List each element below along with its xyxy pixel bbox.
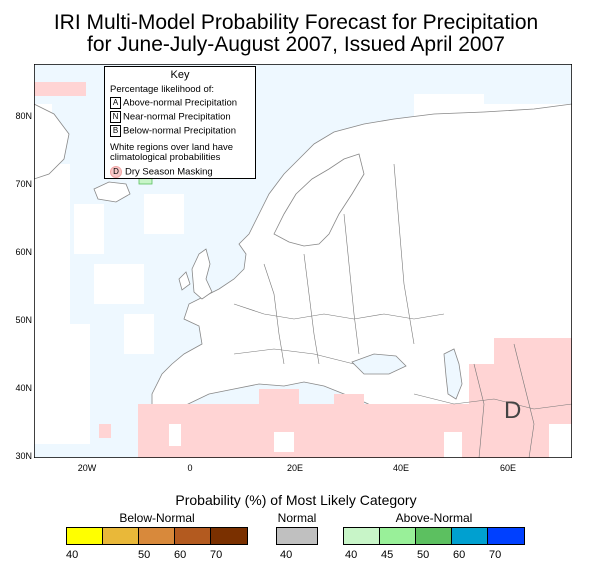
key-label-below: Below-normal Precipitation [123,125,236,137]
key-item-near: N Near-normal Precipitation [110,111,231,123]
greenland-edge [34,103,70,180]
legend-above-label: Above-Normal [395,511,473,525]
tick-above-45: 45 [381,549,394,561]
key-note-line-2: climatological probabilities [110,152,221,163]
map-title-line-2: for June-July-August 2007, Issued April … [87,33,505,56]
swatch-below-70 [211,528,247,544]
swatch-below-45 [103,528,139,544]
legend-below-label: Below-Normal [119,511,195,525]
lat-label-80n: 80N [15,111,32,121]
legend-above-swatches [343,527,525,545]
key-title: Key [170,69,190,81]
swatch-below-50 [139,528,175,544]
lon-label-20w: 20W [77,463,97,473]
lat-label-50n: 50N [15,315,32,325]
map-title-line-1: IRI Multi-Model Probability Forecast for… [53,11,539,34]
swatch-above-60 [452,528,488,544]
swatch-above-70 [488,528,524,544]
swatch-below-40 [67,528,103,544]
tick-above-60: 60 [453,549,466,561]
key-item-below: B Below-normal Precipitation [110,125,236,137]
tick-below-40: 40 [66,549,79,561]
caspian-sea [443,348,463,400]
swatch-above-40 [344,528,380,544]
black-sea [351,353,407,375]
key-label-dry: Dry Season Masking [125,166,213,178]
key-note-line-1: White regions over land have [110,142,234,153]
tick-normal-40: 40 [280,549,293,561]
lat-label-40n: 40N [15,383,32,393]
swatch-below-60 [175,528,211,544]
tick-above-40: 40 [345,549,358,561]
lon-label-60e: 60E [499,463,516,473]
tick-below-50: 50 [138,549,151,561]
legend-normal-swatches [276,527,318,545]
swatch-above-45 [380,528,416,544]
lon-label-40e: 40E [392,463,409,473]
swatch-normal-40 [277,528,317,544]
key-code-d: D [110,166,122,178]
dry-season-marker: D [504,397,521,424]
mask-gaps [169,424,572,458]
lon-label-0: 0 [187,463,193,473]
key-item-dry: D Dry Season Masking [110,166,213,178]
scandinavia [273,153,365,247]
key-code-b: B [110,125,121,137]
legend-title: Probability (%) of Most Likely Category [175,492,417,508]
key-subtitle: Percentage likelihood of: [110,84,215,95]
iceland [93,181,131,203]
key-label-above: Above-normal Precipitation [123,97,238,109]
swatch-above-50 [416,528,452,544]
forecast-map: D [34,64,572,458]
lat-label-70n: 70N [15,179,32,189]
legend-below-swatches [66,527,248,545]
map-key: Key Percentage likelihood of: A Above-nor… [104,66,256,179]
legend-normal-label: Normal [277,511,317,525]
key-code-n: N [110,111,121,123]
land-mass [151,103,572,458]
lon-label-20e: 20E [286,463,303,473]
lat-label-30n: 30N [15,451,32,461]
key-code-a: A [110,97,121,109]
tick-below-60: 60 [174,549,187,561]
key-item-above: A Above-normal Precipitation [110,97,237,109]
lat-label-60n: 60N [15,247,32,257]
tick-above-50: 50 [417,549,430,561]
country-borders [233,163,572,458]
tick-above-70: 70 [489,549,502,561]
key-label-near: Near-normal Precipitation [123,111,231,123]
british-isles [178,248,213,300]
tick-below-70: 70 [210,549,223,561]
dry-season-mask [34,82,572,458]
